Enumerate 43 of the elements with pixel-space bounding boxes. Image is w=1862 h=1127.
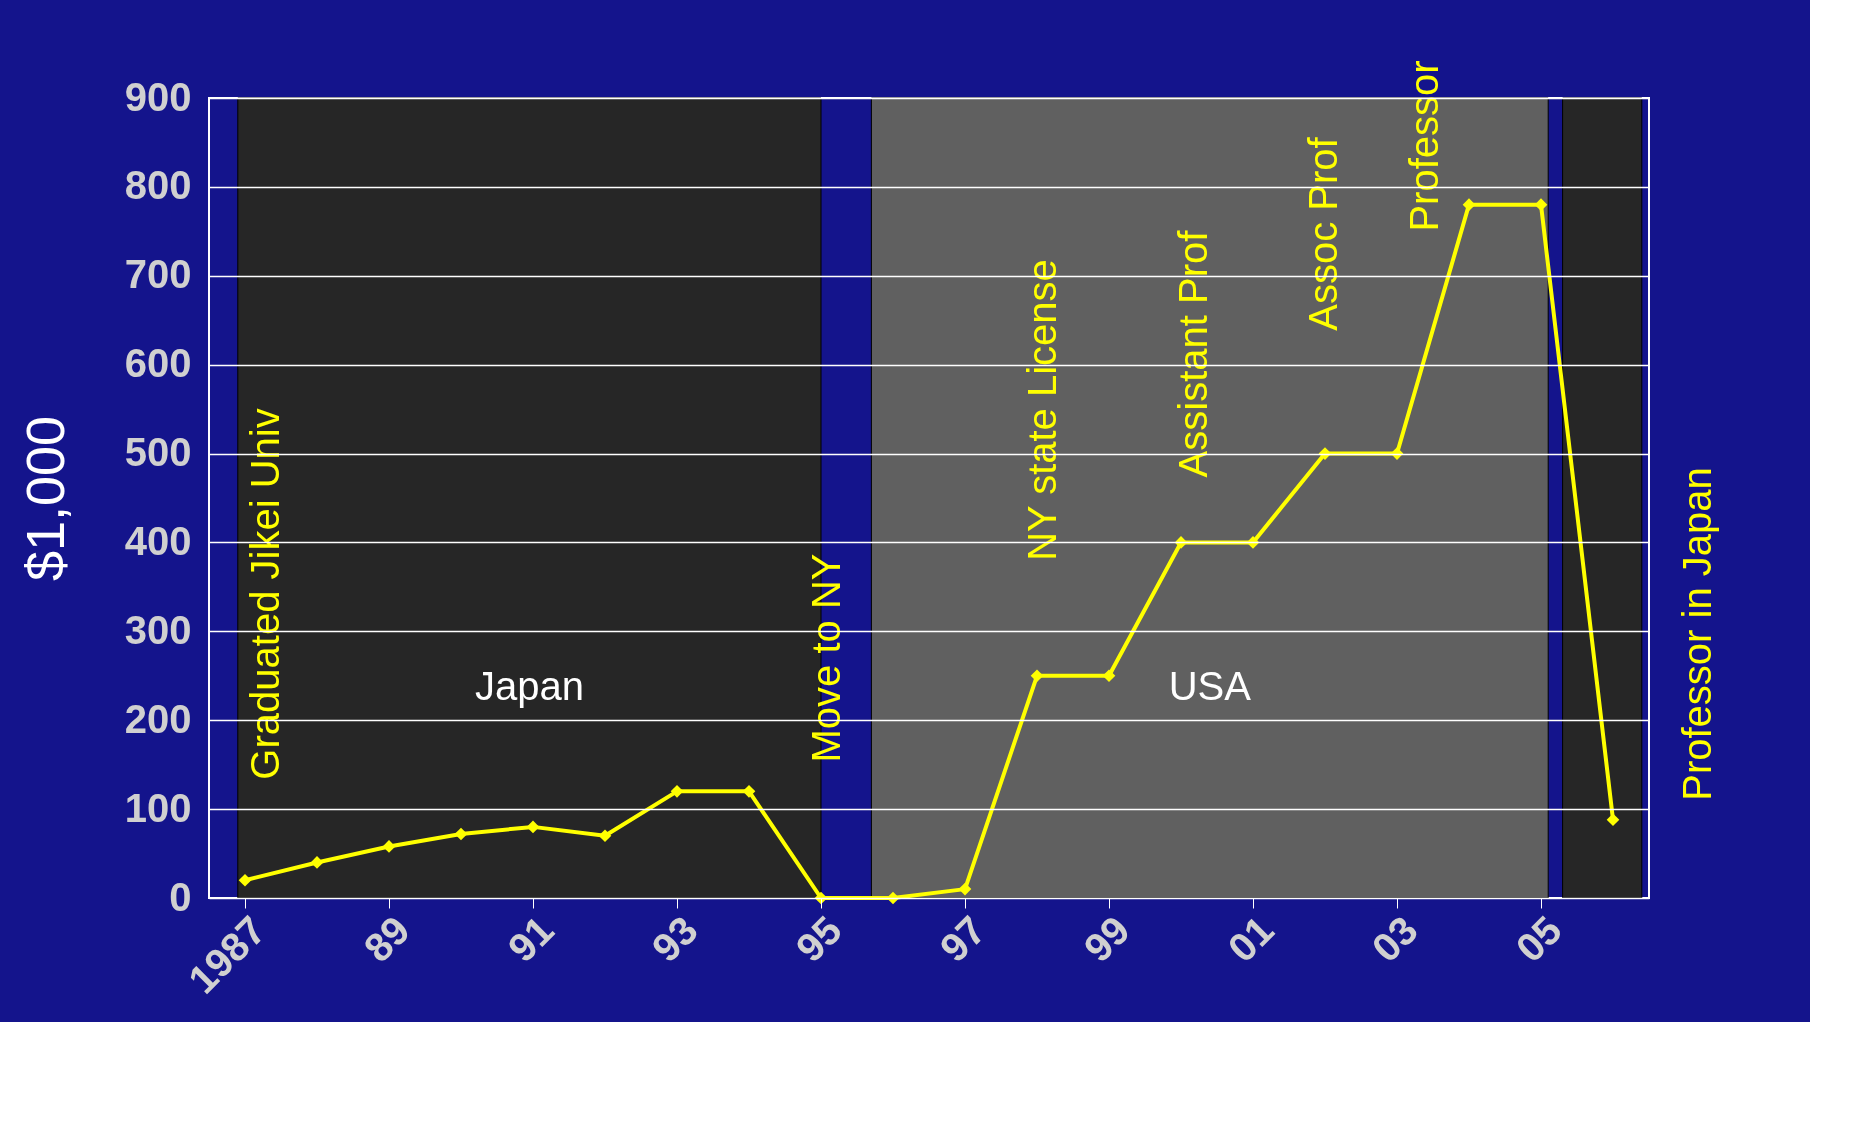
- y-tick-label: 0: [169, 874, 192, 919]
- annotation: Move to NY: [804, 553, 849, 763]
- point: [454, 827, 468, 841]
- y-tick-label: 900: [124, 74, 192, 119]
- point: [238, 873, 252, 887]
- x-tick-label: 89: [355, 907, 418, 971]
- x-tick-label: 97: [931, 907, 994, 971]
- y-tick-label: 800: [124, 163, 192, 208]
- point: [598, 829, 612, 843]
- annotation: Assistant Prof: [1171, 229, 1216, 478]
- y-tick-label: 300: [124, 607, 192, 652]
- annotation: Graduated Jikei Univ: [242, 408, 287, 780]
- x-tick-label: 95: [787, 907, 850, 971]
- annotation: Professor: [1401, 60, 1446, 232]
- y-tick-label: 200: [124, 696, 192, 741]
- point: [1030, 669, 1044, 683]
- x-tick-label: 03: [1363, 907, 1426, 971]
- y-tick-label: 400: [124, 518, 192, 563]
- point: [1462, 198, 1476, 211]
- point: [1534, 198, 1548, 211]
- y-tick-label: 500: [124, 430, 192, 475]
- x-tick-label: 05: [1507, 907, 1570, 971]
- band-label: USA: [1168, 664, 1252, 709]
- point: [1606, 813, 1620, 827]
- band-label: Japan: [474, 664, 584, 709]
- point: [742, 785, 756, 798]
- x-tick-label: 91: [499, 907, 562, 971]
- y-tick-label: 100: [124, 785, 192, 830]
- x-tick-label: 01: [1219, 907, 1282, 971]
- y-axis-title: $1,000: [14, 415, 75, 582]
- annotation: Assoc Prof: [1301, 136, 1345, 331]
- point: [310, 856, 324, 869]
- point: [1102, 669, 1116, 683]
- y-tick-label: 600: [124, 341, 192, 386]
- annotation: NY state License: [1020, 259, 1065, 561]
- x-tick-label: 93: [643, 907, 706, 971]
- point: [670, 785, 684, 798]
- x-tick-label: 99: [1075, 907, 1138, 971]
- point: [382, 840, 396, 853]
- point: [526, 820, 540, 834]
- y-tick-label: 700: [124, 252, 192, 297]
- point: [958, 882, 972, 896]
- text: Professor in Japan: [1675, 467, 1720, 801]
